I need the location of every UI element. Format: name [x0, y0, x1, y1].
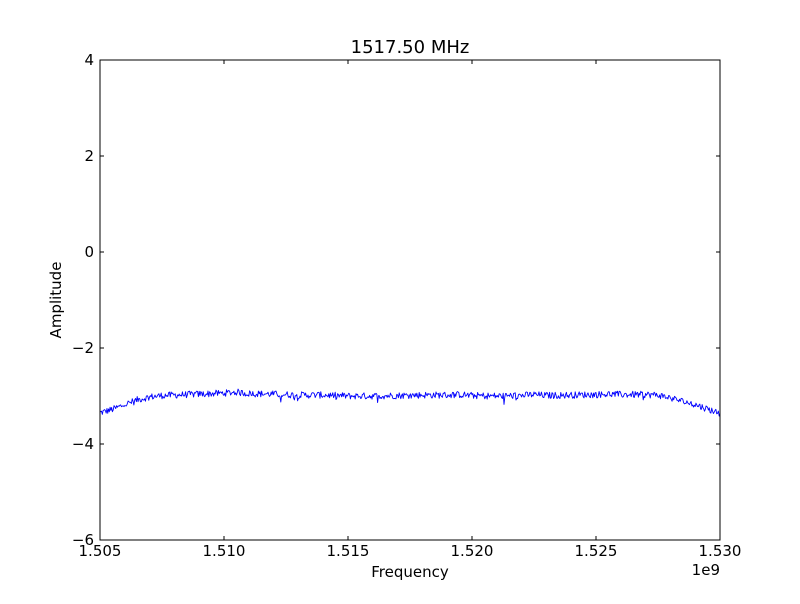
axis-ticks: 1.505 1.510 1.515 1.520 1.525 1.530 4 2 0 −2 −4 −6	[72, 51, 742, 560]
x-axis-label: Frequency	[371, 563, 449, 581]
x-axis-offset-label: 1e9	[692, 561, 720, 579]
x-tick-label: 1.515	[327, 542, 370, 560]
y-tick-label: 0	[84, 243, 94, 261]
amplitude-series-line	[99, 388, 721, 417]
y-tick-label: −4	[72, 435, 94, 453]
y-tick-label: 2	[84, 147, 94, 165]
x-tick-label: 1.520	[451, 542, 494, 560]
y-tick-label: 4	[84, 51, 94, 69]
y-tick-label: −2	[72, 339, 94, 357]
x-tick-label: 1.525	[575, 542, 618, 560]
plot-frame	[99, 59, 721, 541]
x-tick-label: 1.505	[79, 542, 122, 560]
series-layer	[99, 388, 721, 417]
x-tick-label: 1.510	[203, 542, 246, 560]
chart-title: 1517.50 MHz	[351, 37, 470, 58]
x-tick-label: 1.530	[699, 542, 742, 560]
y-tick-label: −6	[72, 531, 94, 549]
y-axis-label: Amplitude	[47, 262, 65, 339]
